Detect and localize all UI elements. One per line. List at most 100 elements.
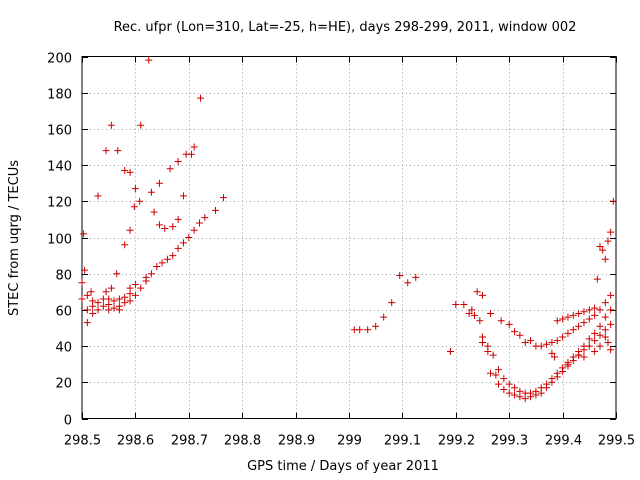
data-point — [585, 306, 593, 314]
data-point — [115, 306, 123, 314]
data-point — [487, 310, 495, 318]
x-tick-label: 299.2 — [438, 434, 475, 449]
data-point — [174, 157, 182, 165]
data-point — [580, 342, 588, 350]
data-point — [220, 194, 228, 202]
data-point — [145, 56, 153, 64]
data-point — [585, 335, 593, 343]
data-point — [197, 94, 205, 102]
data-point — [452, 300, 460, 308]
data-point — [121, 167, 129, 175]
data-point — [396, 272, 404, 280]
data-point — [505, 380, 513, 388]
data-point — [564, 313, 572, 321]
data-point — [495, 380, 503, 388]
data-point — [596, 342, 604, 350]
data-point — [126, 284, 134, 292]
data-point — [147, 188, 155, 196]
data-point — [153, 262, 161, 270]
data-point — [553, 369, 561, 377]
data-point — [505, 320, 513, 328]
x-axis-label: GPS time / Days of year 2011 — [247, 459, 439, 474]
gridlines — [82, 56, 616, 419]
data-point — [80, 230, 88, 238]
data-point — [500, 386, 508, 394]
data-point — [487, 369, 495, 377]
data-point — [591, 311, 599, 319]
data-point — [182, 150, 190, 158]
data-point — [585, 315, 593, 323]
data-point — [126, 226, 134, 234]
data-point — [527, 337, 535, 345]
data-point — [553, 317, 561, 325]
data-point — [89, 297, 97, 305]
data-point — [543, 340, 551, 348]
y-tick-label: 200 — [47, 52, 72, 67]
x-tick-label: 298.8 — [224, 434, 261, 449]
data-point — [121, 293, 129, 301]
data-point — [548, 338, 556, 346]
data-point — [489, 351, 497, 359]
y-tick-label: 140 — [47, 160, 72, 175]
data-point — [81, 266, 89, 274]
y-tick-label: 180 — [47, 88, 72, 103]
data-point — [107, 121, 115, 129]
data-point — [158, 259, 166, 267]
data-point — [94, 299, 102, 307]
data-point — [479, 291, 486, 299]
data-point — [110, 297, 118, 305]
data-point — [190, 226, 198, 234]
data-point — [601, 255, 609, 263]
data-point — [601, 326, 609, 334]
data-point — [130, 203, 138, 211]
data-point — [593, 275, 601, 283]
x-tick-label: 298.9 — [278, 434, 315, 449]
data-point — [179, 192, 187, 200]
data-point — [607, 320, 615, 328]
data-point — [537, 342, 545, 350]
data-point — [412, 273, 420, 281]
y-tick-label: 160 — [47, 124, 72, 139]
data-point — [497, 317, 505, 325]
data-point — [155, 221, 163, 229]
data-point — [492, 371, 500, 379]
x-tick-label: 299.4 — [545, 434, 582, 449]
data-point — [110, 304, 118, 312]
data-point — [137, 121, 145, 129]
data-point — [99, 302, 107, 310]
data-point — [564, 329, 572, 337]
data-point — [179, 239, 187, 247]
data-point — [473, 288, 481, 296]
data-point — [591, 348, 599, 356]
data-point — [212, 206, 219, 214]
data-point — [185, 234, 193, 241]
data-point — [596, 331, 604, 339]
data-point — [195, 219, 203, 227]
data-point — [591, 337, 599, 345]
data-point — [601, 313, 609, 321]
data-point — [201, 214, 209, 222]
data-point — [190, 143, 198, 151]
data-point — [601, 299, 609, 307]
data-point — [102, 147, 110, 155]
y-tick-label: 40 — [55, 341, 72, 356]
data-point — [174, 215, 182, 223]
data-point — [500, 375, 508, 383]
data-point — [169, 223, 177, 231]
x-tick-label: 299.5 — [598, 434, 635, 449]
data-point — [105, 306, 113, 314]
data-point — [131, 281, 139, 289]
data-point — [607, 291, 615, 299]
data-point — [465, 310, 473, 318]
data-point — [78, 295, 86, 303]
data-point — [137, 284, 145, 292]
data-point — [78, 279, 86, 287]
data-point — [511, 328, 519, 336]
data-point — [372, 322, 380, 330]
data-point — [166, 165, 174, 173]
data-point — [569, 311, 577, 319]
data-point — [580, 308, 588, 316]
data-point — [468, 306, 476, 314]
y-tick-label: 80 — [55, 269, 72, 284]
